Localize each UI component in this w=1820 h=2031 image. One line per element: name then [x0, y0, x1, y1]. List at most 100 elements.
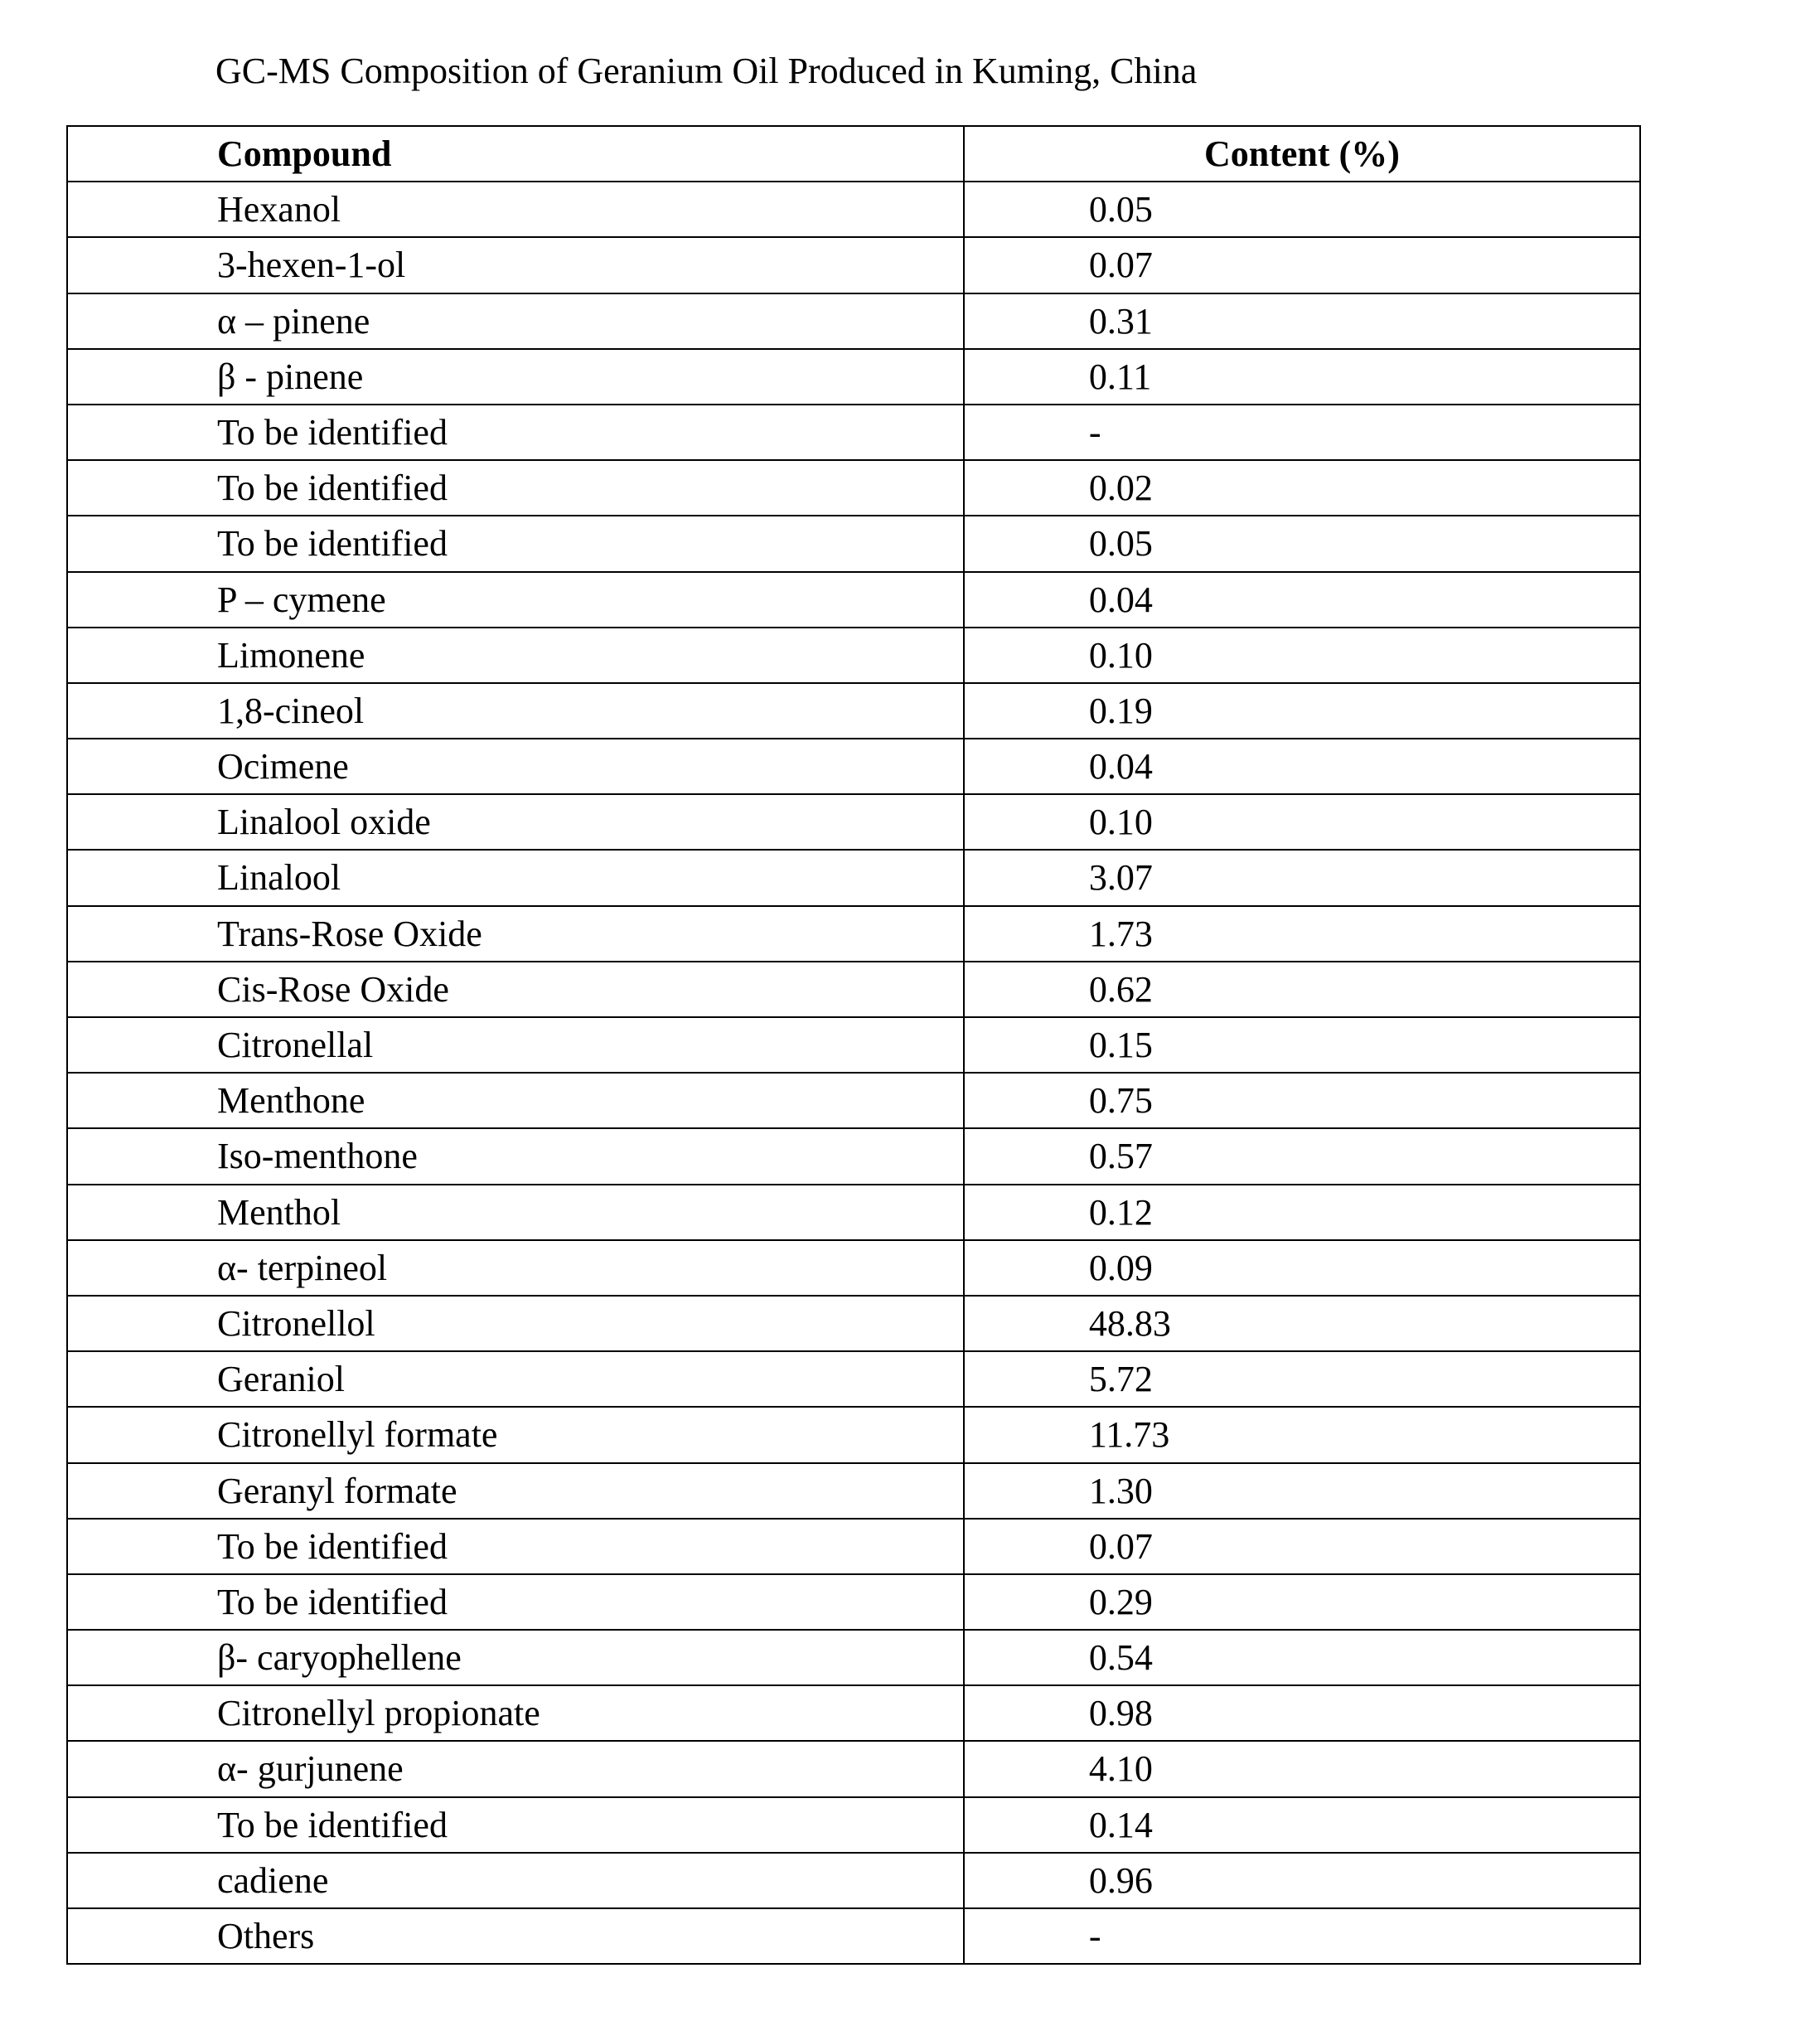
content-cell: 0.04 — [964, 572, 1640, 628]
table-row: Limonene0.10 — [67, 628, 1640, 683]
content-cell: 1.73 — [964, 906, 1640, 962]
compound-cell: β - pinene — [67, 349, 964, 405]
content-cell: 0.54 — [964, 1630, 1640, 1685]
compound-cell: Linalool oxide — [67, 794, 964, 850]
table-row: To be identified0.29 — [67, 1574, 1640, 1630]
content-cell: 0.12 — [964, 1185, 1640, 1240]
compound-cell: Citronellal — [67, 1017, 964, 1073]
compound-cell: Menthol — [67, 1185, 964, 1240]
table-row: To be identified- — [67, 405, 1640, 460]
table-row: Linalool oxide0.10 — [67, 794, 1640, 850]
content-cell: 0.11 — [964, 349, 1640, 405]
compound-cell: Iso-menthone — [67, 1128, 964, 1184]
compound-cell: Linalool — [67, 850, 964, 905]
table-row: To be identified0.07 — [67, 1519, 1640, 1574]
table-row: Citronellyl propionate0.98 — [67, 1685, 1640, 1741]
table-row: Citronellal0.15 — [67, 1017, 1640, 1073]
table-row: α- gurjunene4.10 — [67, 1741, 1640, 1796]
compound-cell: To be identified — [67, 1574, 964, 1630]
header-compound: Compound — [67, 126, 964, 182]
content-cell: 0.07 — [964, 237, 1640, 293]
table-row: Cis-Rose Oxide0.62 — [67, 962, 1640, 1017]
table-row: Trans-Rose Oxide1.73 — [67, 906, 1640, 962]
table-row: Iso-menthone0.57 — [67, 1128, 1640, 1184]
header-content: Content (%) — [964, 126, 1640, 182]
table-row: To be identified0.02 — [67, 460, 1640, 516]
table-row: Hexanol0.05 — [67, 182, 1640, 237]
compound-cell: α- terpineol — [67, 1240, 964, 1296]
content-cell: 0.10 — [964, 794, 1640, 850]
table-row: α – pinene0.31 — [67, 293, 1640, 349]
content-cell: 4.10 — [964, 1741, 1640, 1796]
content-cell: 0.05 — [964, 182, 1640, 237]
compound-cell: 3-hexen-1-ol — [67, 237, 964, 293]
content-cell: - — [964, 405, 1640, 460]
compound-cell: P – cymene — [67, 572, 964, 628]
table-row: Ocimene0.04 — [67, 739, 1640, 794]
compound-cell: Geranyl formate — [67, 1463, 964, 1519]
compound-cell: β- caryophellene — [67, 1630, 964, 1685]
content-cell: 3.07 — [964, 850, 1640, 905]
table-row: β - pinene0.11 — [67, 349, 1640, 405]
compound-cell: To be identified — [67, 516, 964, 571]
compound-cell: Citronellyl formate — [67, 1407, 964, 1462]
content-cell: 11.73 — [964, 1407, 1640, 1462]
table-row: Citronellyl formate11.73 — [67, 1407, 1640, 1462]
table-row: α- terpineol0.09 — [67, 1240, 1640, 1296]
content-cell: 0.75 — [964, 1073, 1640, 1128]
content-cell: 0.15 — [964, 1017, 1640, 1073]
content-cell: - — [964, 1908, 1640, 1964]
compound-cell: Menthone — [67, 1073, 964, 1128]
compound-cell: cadiene — [67, 1853, 964, 1908]
table-row: 1,8-cineol0.19 — [67, 683, 1640, 739]
compound-cell: Ocimene — [67, 739, 964, 794]
content-cell: 0.02 — [964, 460, 1640, 516]
content-cell: 0.31 — [964, 293, 1640, 349]
compound-cell: 1,8-cineol — [67, 683, 964, 739]
compound-cell: To be identified — [67, 1519, 964, 1574]
content-cell: 0.57 — [964, 1128, 1640, 1184]
content-cell: 1.30 — [964, 1463, 1640, 1519]
table-row: To be identified0.14 — [67, 1797, 1640, 1853]
content-cell: 0.98 — [964, 1685, 1640, 1741]
table-header-row: Compound Content (%) — [67, 126, 1640, 182]
compound-cell: Geraniol — [67, 1351, 964, 1407]
content-cell: 0.09 — [964, 1240, 1640, 1296]
table-row: Others- — [67, 1908, 1640, 1964]
table-row: Menthol0.12 — [67, 1185, 1640, 1240]
table-row: To be identified0.05 — [67, 516, 1640, 571]
compound-cell: α – pinene — [67, 293, 964, 349]
compound-cell: To be identified — [67, 1797, 964, 1853]
content-cell: 5.72 — [964, 1351, 1640, 1407]
content-cell: 0.04 — [964, 739, 1640, 794]
compound-cell: To be identified — [67, 405, 964, 460]
compound-cell: Limonene — [67, 628, 964, 683]
compound-cell: Hexanol — [67, 182, 964, 237]
content-cell: 0.14 — [964, 1797, 1640, 1853]
content-cell: 0.07 — [964, 1519, 1640, 1574]
table-row: Citronellol48.83 — [67, 1296, 1640, 1351]
compound-cell: Trans-Rose Oxide — [67, 906, 964, 962]
compound-cell: To be identified — [67, 460, 964, 516]
compound-cell: Cis-Rose Oxide — [67, 962, 964, 1017]
table-row: Menthone0.75 — [67, 1073, 1640, 1128]
compound-cell: Citronellyl propionate — [67, 1685, 964, 1741]
content-cell: 0.05 — [964, 516, 1640, 571]
content-cell: 0.19 — [964, 683, 1640, 739]
table-row: 3-hexen-1-ol0.07 — [67, 237, 1640, 293]
table-row: Geranyl formate1.30 — [67, 1463, 1640, 1519]
table-row: P – cymene0.04 — [67, 572, 1640, 628]
table-row: Linalool3.07 — [67, 850, 1640, 905]
compound-cell: α- gurjunene — [67, 1741, 964, 1796]
content-cell: 48.83 — [964, 1296, 1640, 1351]
page-title: GC-MS Composition of Geranium Oil Produc… — [215, 50, 1770, 92]
table-row: cadiene0.96 — [67, 1853, 1640, 1908]
content-cell: 0.62 — [964, 962, 1640, 1017]
composition-table: Compound Content (%) Hexanol0.053-hexen-… — [66, 125, 1641, 1965]
content-cell: 0.29 — [964, 1574, 1640, 1630]
content-cell: 0.10 — [964, 628, 1640, 683]
compound-cell: Citronellol — [67, 1296, 964, 1351]
content-cell: 0.96 — [964, 1853, 1640, 1908]
table-row: β- caryophellene0.54 — [67, 1630, 1640, 1685]
compound-cell: Others — [67, 1908, 964, 1964]
